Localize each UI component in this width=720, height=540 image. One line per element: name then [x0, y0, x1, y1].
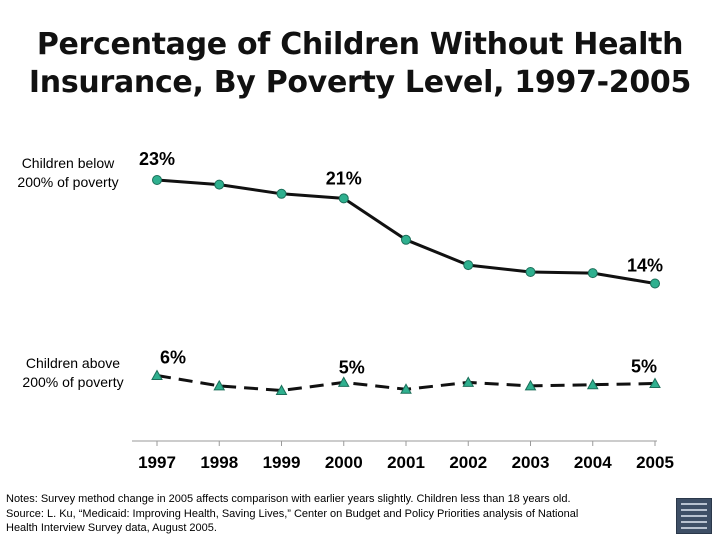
- series-0-point-2003: [525, 267, 536, 277]
- series-label-below-line-2: 200% of poverty: [17, 174, 119, 190]
- chart-title-line-1: Percentage of Children Without Health: [36, 27, 684, 62]
- series-0-point-2005: [650, 278, 660, 289]
- x-tick-label-2005: 2005: [636, 453, 674, 472]
- x-tick-label-2001: 2001: [387, 453, 425, 472]
- series-1-point-2001: [400, 383, 412, 394]
- series-line-0: [156, 178, 656, 285]
- series-1-point-1998: [213, 379, 226, 391]
- series-0-point-1998: [214, 179, 225, 190]
- series-0-point-2001: [401, 234, 411, 245]
- series-1-point-1999: [275, 384, 288, 395]
- series-1-point-2002: [462, 376, 475, 387]
- series-label-above-line-2: 200% of poverty: [22, 374, 124, 390]
- series-0-point-2002: [463, 260, 474, 271]
- data-label-series-0-2005: 14%: [627, 256, 663, 276]
- series-0-point-2000: [338, 193, 349, 204]
- series-label-below-poverty: Children below 200% of poverty: [2, 154, 134, 192]
- data-label-series-0-2000: 21%: [326, 168, 362, 188]
- data-label-series-1-1997: 6%: [160, 348, 186, 368]
- series-1-point-2005: [649, 377, 661, 389]
- series-label-above-line-1: Children above: [25, 355, 121, 371]
- chart-title: Percentage of Children Without Health In…: [0, 26, 720, 102]
- series-label-above-poverty: Children above 200% of poverty: [2, 354, 144, 392]
- chart-notes: Notes: Survey method change in 2005 affe…: [6, 492, 656, 536]
- data-label-series-1-2000: 5%: [339, 357, 365, 377]
- notes-line-3: Health Interview Survey data, August 200…: [6, 522, 217, 534]
- series-1-point-2003: [524, 379, 537, 391]
- kaiser-family-foundation-logo: [676, 498, 712, 534]
- notes-line-1: Notes: Survey method change in 2005 affe…: [6, 493, 571, 505]
- notes-line-2: Source: L. Ku, “Medicaid: Improving Heal…: [6, 507, 579, 520]
- x-tick-label-1998: 1998: [200, 453, 238, 472]
- x-tick-label-2003: 2003: [512, 453, 550, 472]
- line-chart: 1997 1998 1999 2000 2001 2002 2003 2004 2005 23% 2…: [132, 149, 674, 472]
- series-0-point-1997: [152, 175, 162, 185]
- chart-title-line-2: Insurance, By Poverty Level, 1997-2005: [28, 65, 692, 100]
- x-tick-label-1997: 1997: [138, 453, 176, 472]
- series-1-point-2004: [586, 378, 599, 390]
- series-0-point-2004: [587, 268, 598, 279]
- data-label-series-0-1997: 23%: [139, 149, 175, 169]
- data-label-series-1-2005: 5%: [631, 357, 657, 377]
- x-tick-label-2002: 2002: [449, 453, 487, 472]
- series-0-point-1999: [276, 188, 287, 199]
- series-label-below-line-1: Children below: [21, 155, 115, 171]
- series-1-point-2000: [337, 376, 350, 387]
- series-1-point-1997: [151, 369, 163, 380]
- x-tick-label-2000: 2000: [325, 453, 363, 472]
- x-tick-label-1999: 1999: [263, 453, 301, 472]
- x-tick-label-2004: 2004: [574, 453, 612, 472]
